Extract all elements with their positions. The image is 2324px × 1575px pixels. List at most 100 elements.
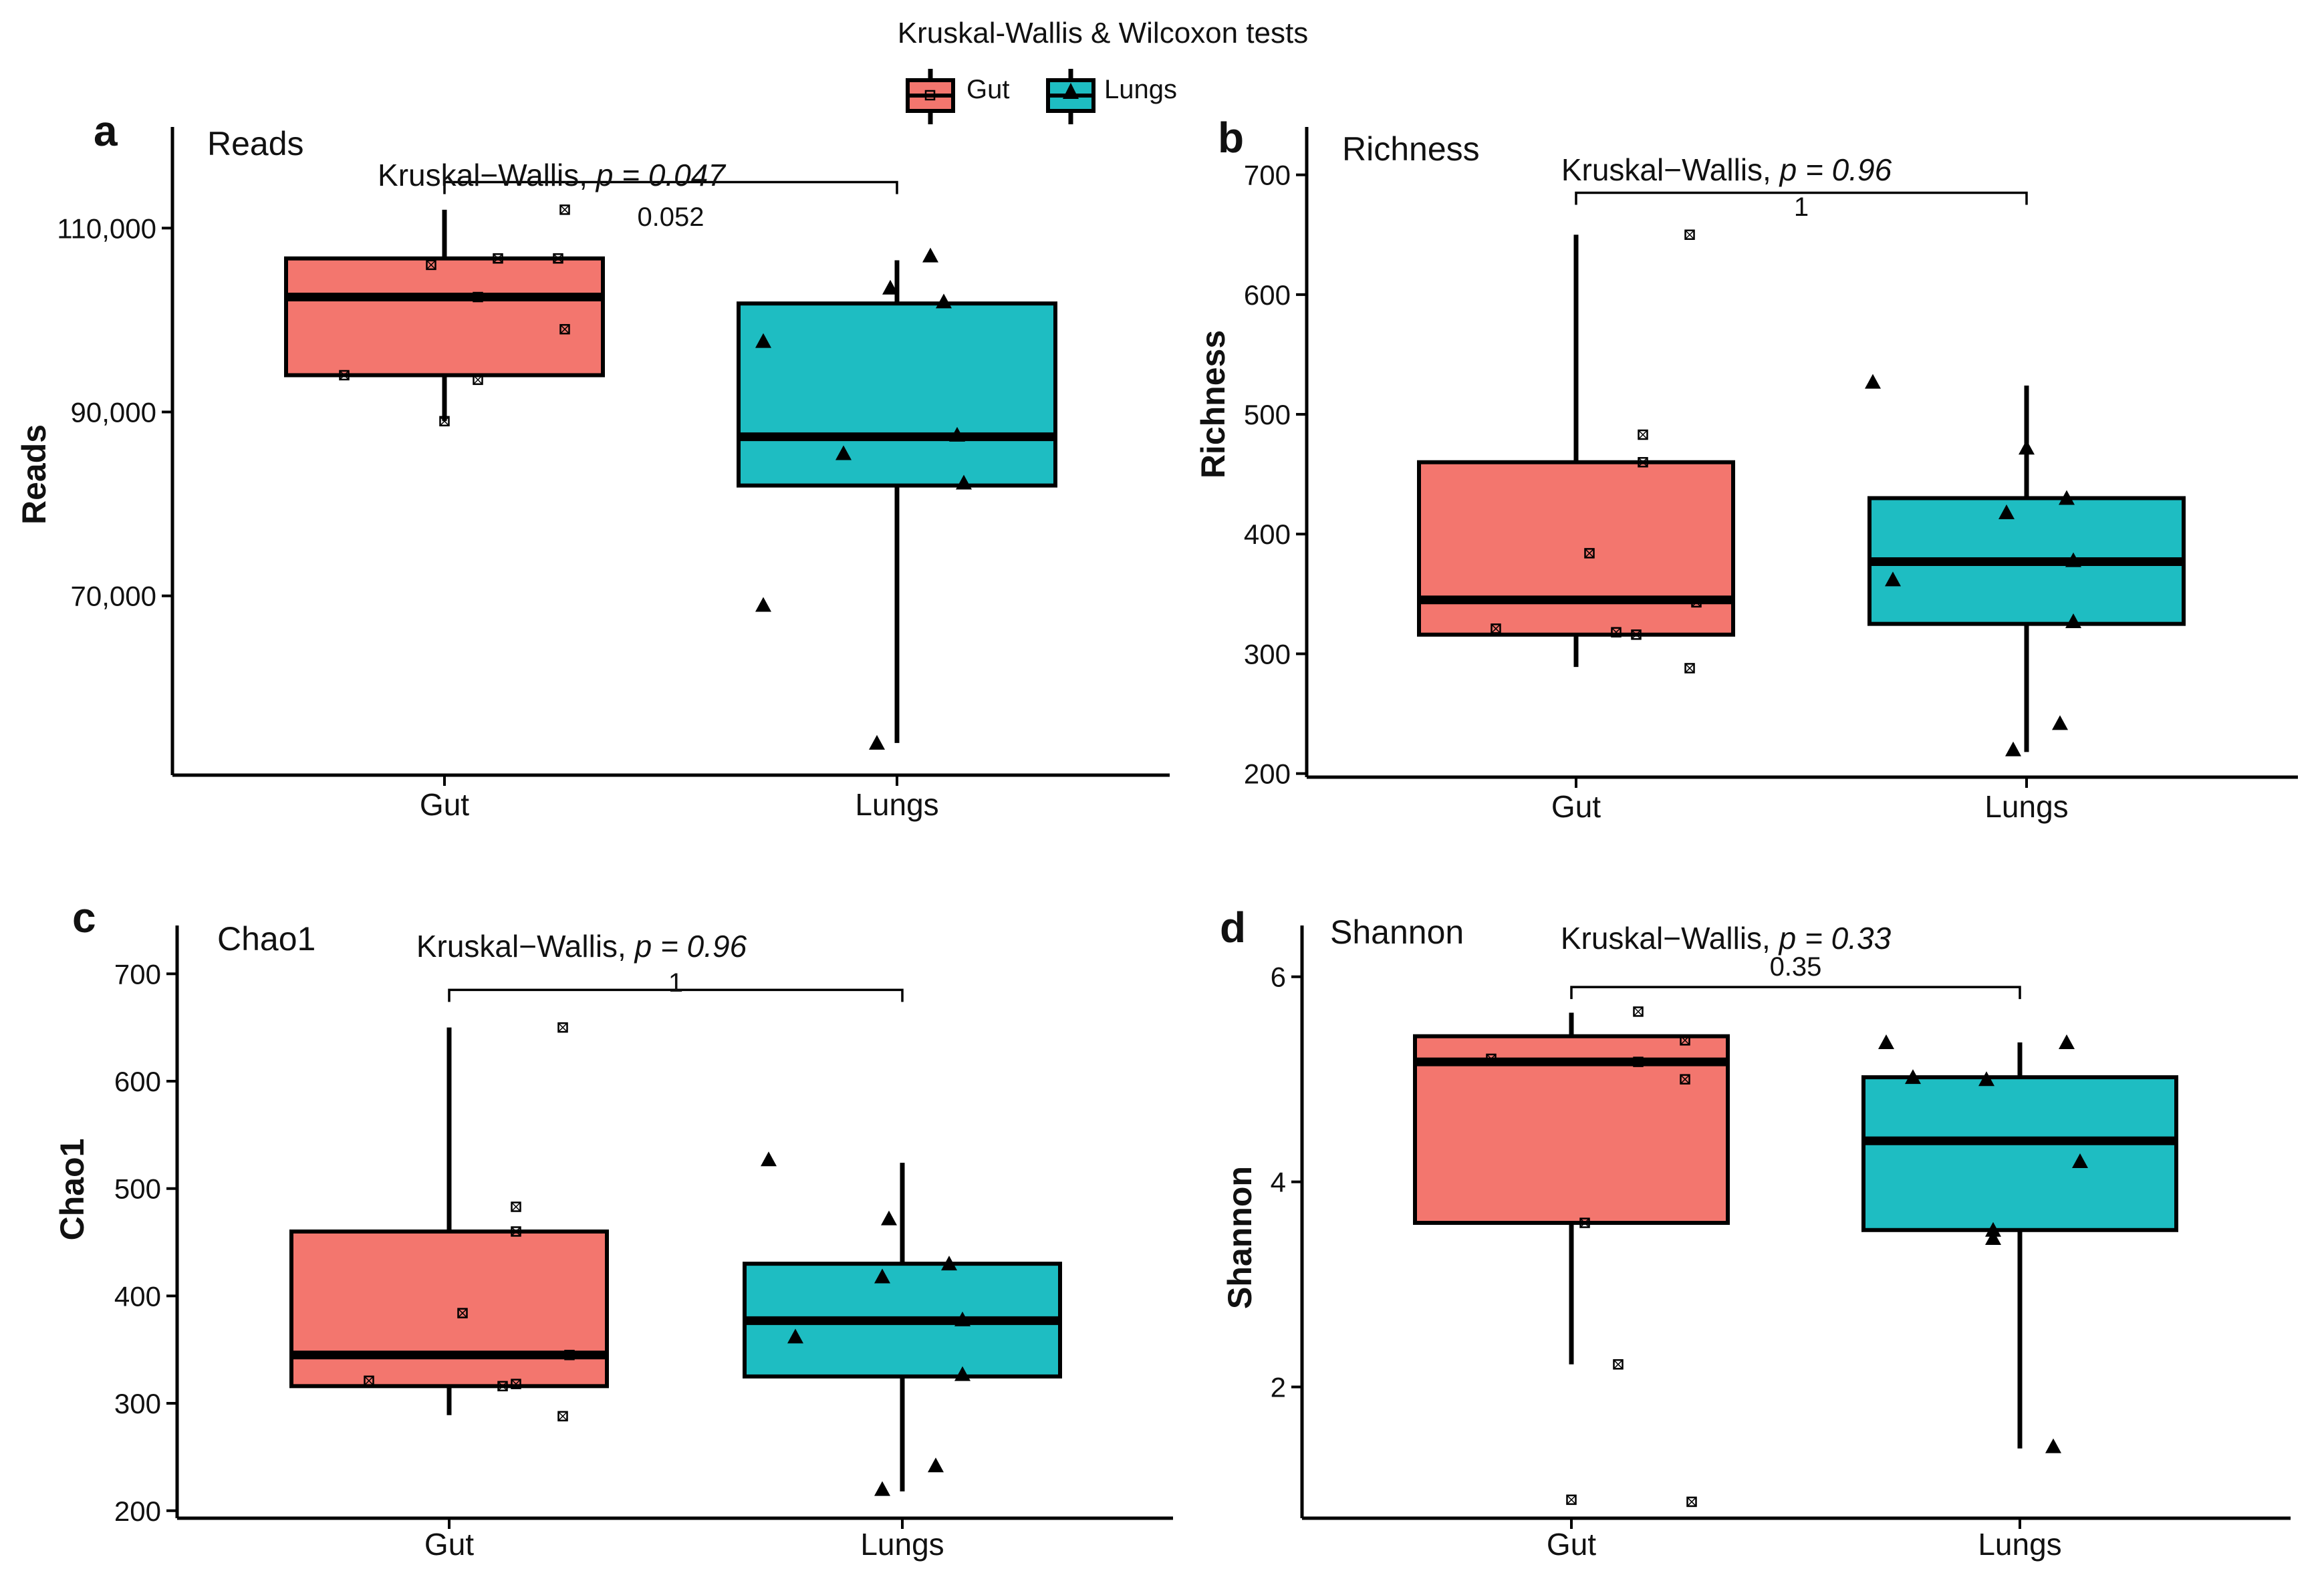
data-point (457, 1308, 468, 1318)
data-point (1985, 1222, 2001, 1237)
y-axis-label: Chao1 (53, 1139, 91, 1241)
panel-title: Chao1 (217, 920, 315, 958)
y-tick-label: 90,000 (71, 397, 156, 428)
significance-bracket (1575, 191, 2028, 205)
kruskal-p-value: p = 0.33 (1778, 921, 1892, 956)
data-point (1978, 1071, 1994, 1087)
y-tick-label: 600 (114, 1066, 161, 1097)
data-point (511, 1379, 521, 1389)
data-point (493, 253, 503, 264)
box-gut (289, 1229, 609, 1389)
panel-title: Shannon (1330, 913, 1464, 951)
data-point (559, 323, 570, 335)
data-point (511, 1226, 521, 1237)
x-tick-label: Lungs (860, 1527, 944, 1562)
data-point (2065, 613, 2081, 629)
panel-title: Richness (1342, 130, 1480, 168)
data-point (339, 370, 350, 381)
y-axis-label: Shannon (1221, 1166, 1259, 1309)
data-point (954, 1366, 971, 1381)
data-point (1905, 1069, 1921, 1085)
legend-key-lungs (1046, 69, 1095, 124)
data-point (1566, 1494, 1577, 1506)
x-tick-label: Gut (1547, 1527, 1596, 1562)
panel-letter: b (1218, 114, 1244, 162)
data-point (1631, 629, 1642, 640)
legend-label-lungs: Lungs (1104, 75, 1177, 104)
box-gut (1417, 460, 1735, 637)
data-point (473, 374, 483, 386)
wilcoxon-p-label: 0.052 (637, 202, 704, 232)
kruskal-label: Kruskal−Wallis, (416, 929, 635, 964)
data-point (1998, 504, 2015, 519)
data-point (426, 259, 436, 271)
data-point (511, 1201, 521, 1212)
y-tick-label: 200 (114, 1495, 161, 1527)
wilcoxon-p-label: 1 (1794, 192, 1809, 222)
data-point (553, 253, 563, 264)
data-point (2059, 1034, 2075, 1049)
kruskal-annotation: Kruskal−Wallis, p = 0.96 (416, 929, 747, 964)
box-lungs (737, 301, 1057, 488)
y-axis-label: Richness (1194, 330, 1232, 478)
data-point (949, 426, 965, 442)
y-tick-label: 600 (1244, 279, 1291, 311)
data-point (755, 333, 771, 348)
significance-bracket (1570, 986, 2021, 1000)
y-tick-label: 700 (114, 958, 161, 990)
data-point (1878, 1034, 1894, 1049)
data-point (1633, 1006, 1644, 1017)
data-point (1579, 1218, 1590, 1228)
panel-title: Reads (207, 125, 304, 162)
data-point (928, 1457, 944, 1473)
data-point (1865, 374, 1881, 389)
x-tick-label: Lungs (855, 787, 938, 822)
data-point (835, 445, 852, 460)
y-tick-label: 6 (1271, 962, 1286, 993)
kruskal-label: Kruskal−Wallis, (1561, 152, 1780, 187)
kruskal-annotation: Kruskal−Wallis, p = 0.33 (1561, 921, 1892, 956)
wilcoxon-p-label: 1 (668, 968, 683, 998)
significance-bracket (443, 180, 898, 194)
x-tick-label: Lungs (1984, 789, 2068, 824)
y-tick-label: 400 (1244, 519, 1291, 550)
data-point (497, 1381, 508, 1392)
data-point (1491, 623, 1501, 634)
data-point (1613, 1359, 1624, 1370)
data-point (869, 734, 885, 750)
data-point (1680, 1035, 1690, 1046)
data-point (2052, 715, 2068, 730)
data-point (936, 293, 952, 309)
data-point (2065, 552, 2081, 567)
kruskal-p-value: p = 0.047 (595, 158, 727, 192)
panel-b: b Richness Richness 200 300 400 500 600 700 Gut Lu… (1194, 114, 2298, 824)
data-point (922, 247, 938, 263)
panel-letter: d (1220, 903, 1246, 952)
kruskal-annotation: Kruskal−Wallis, p = 0.047 (378, 158, 726, 192)
data-point (364, 1375, 374, 1387)
legend-key-lungs-marker (1063, 83, 1079, 99)
legend-key-gut (906, 69, 955, 124)
data-point (2005, 741, 2021, 756)
box-gut (284, 256, 605, 378)
data-point (874, 1481, 890, 1496)
data-point (941, 1256, 957, 1271)
wilcoxon-p-label: 0.35 (1770, 952, 1822, 982)
panel-c: c Chao1 Chao1 200 300 400 500 600 700 Gut Lungs 1 Kr… (53, 893, 1173, 1562)
data-point (761, 1151, 777, 1167)
data-point (557, 1411, 568, 1422)
data-point (956, 474, 972, 490)
data-point (1638, 429, 1648, 440)
figure-title: Kruskal-Wallis & Wilcoxon tests (898, 17, 1309, 49)
legend-key-gut-marker (924, 90, 936, 101)
kruskal-annotation: Kruskal−Wallis, p = 0.96 (1561, 152, 1892, 187)
panel-letter: a (94, 107, 118, 155)
kruskal-p-value: p = 0.96 (634, 929, 747, 964)
panel-letter: c (72, 893, 96, 942)
data-point (2019, 440, 2035, 455)
data-point (1684, 663, 1695, 674)
y-tick-label: 70,000 (71, 581, 156, 612)
x-tick-label: Lungs (1978, 1527, 2061, 1562)
x-tick-label: Gut (420, 787, 469, 822)
